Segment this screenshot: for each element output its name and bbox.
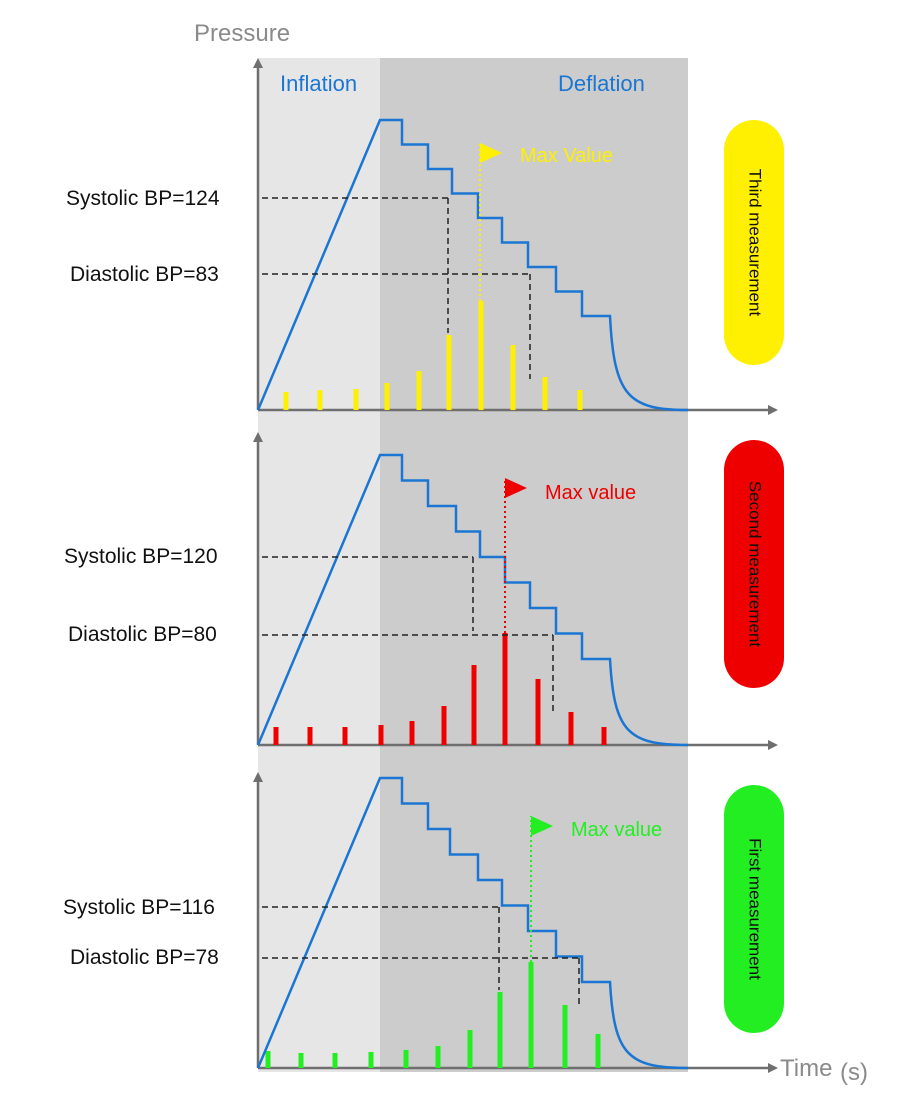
panel-first-measurement: Max value Systolic BP=116 Diastolic BP=78 F…: [63, 772, 784, 1073]
pressure-curve: [256, 453, 689, 747]
oscillation-bar: [497, 992, 503, 1068]
oscillation-bar: [265, 1051, 271, 1068]
max-value-flag-icon: [505, 478, 527, 498]
oscillation-bar: [528, 962, 534, 1068]
max-value-flag-icon: [531, 816, 553, 836]
oscillation-bar: [342, 727, 348, 745]
deflation-label: Deflation: [558, 71, 645, 96]
diastolic-label: Diastolic BP=78: [70, 946, 219, 969]
oscillation-bar: [601, 727, 607, 745]
measurement-pill: [724, 440, 784, 688]
max-value-label: Max Value: [520, 145, 613, 167]
y-axis-title: Pressure: [194, 20, 290, 47]
oscillation-bar: [409, 721, 415, 745]
max-value-flag-icon: [480, 143, 502, 163]
panel-third-measurement: Max Value Systolic BP=124 Diastolic BP=83 T…: [66, 58, 784, 415]
oscillation-bar: [273, 727, 279, 745]
oscillation-bar: [368, 1052, 374, 1068]
pressure-curve: [256, 118, 689, 412]
measurement-pill-label: Second measurement: [746, 481, 765, 648]
oscillation-bar: [317, 390, 323, 410]
oscillation-bar: [307, 727, 313, 745]
measurement-pill-label: First measurement: [746, 838, 765, 980]
oscillation-bar: [435, 1046, 441, 1068]
panel-second-measurement: Max value Systolic BP=120 Diastolic BP=80 S…: [64, 432, 784, 750]
measurement-pill: [724, 120, 784, 365]
diastolic-label: Diastolic BP=80: [68, 623, 217, 646]
oscillation-bar: [384, 383, 390, 410]
oscillation-bar: [441, 706, 447, 745]
oscillation-bar: [502, 633, 508, 745]
oscillation-bar: [283, 392, 289, 410]
oscillation-bar: [595, 1034, 601, 1068]
inflation-label: Inflation: [280, 71, 357, 96]
x-axis-unit: (s): [840, 1059, 868, 1086]
systolic-label: Systolic BP=116: [63, 896, 215, 919]
oscillation-bar: [471, 665, 477, 745]
max-value-label: Max value: [545, 482, 636, 504]
oscillation-bar: [416, 371, 422, 410]
systolic-label: Systolic BP=120: [64, 545, 218, 568]
oscillation-bar: [535, 679, 541, 745]
oscillation-bar: [562, 1005, 568, 1068]
oscillation-bar: [510, 345, 516, 410]
oscillation-bar: [332, 1053, 338, 1068]
deflation-phase-region: [380, 58, 688, 1072]
systolic-label: Systolic BP=124: [66, 187, 220, 210]
oscillation-bar: [542, 377, 548, 410]
oscillation-bar: [403, 1050, 409, 1068]
oscillation-bar: [378, 725, 384, 745]
pressure-curve: [256, 776, 689, 1070]
measurement-pill-label: Third measurement: [746, 169, 765, 317]
x-axis-title: Time: [780, 1055, 832, 1082]
inflation-phase-region: [258, 58, 380, 1072]
oscillation-bar: [577, 390, 583, 410]
oscillation-bar: [478, 301, 484, 410]
oscillation-bar: [298, 1053, 304, 1068]
oscillation-bar: [467, 1030, 473, 1068]
oscillation-bar: [446, 335, 452, 410]
oscillation-bar: [568, 712, 574, 745]
max-value-label: Max value: [571, 819, 662, 841]
diastolic-label: Diastolic BP=83: [70, 263, 219, 286]
measurement-pill: [724, 785, 784, 1033]
oscillation-bar: [353, 389, 359, 410]
